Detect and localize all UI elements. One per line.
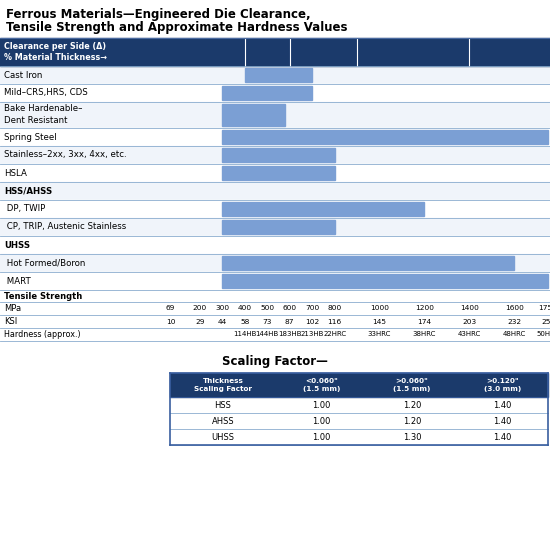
Text: 22HRC: 22HRC <box>323 332 346 338</box>
Text: 700: 700 <box>305 305 320 311</box>
Text: 1.00: 1.00 <box>312 401 331 409</box>
Bar <box>222 256 514 270</box>
Text: 43HRC: 43HRC <box>458 332 481 338</box>
Text: 73: 73 <box>262 318 272 325</box>
Text: Hot Formed/Boron: Hot Formed/Boron <box>4 258 85 267</box>
Text: MART: MART <box>4 277 31 285</box>
Text: 1600: 1600 <box>505 305 524 311</box>
Text: Clearance per Side (Δ)
% Material Thickness→: Clearance per Side (Δ) % Material Thickn… <box>4 41 107 62</box>
Bar <box>222 274 548 288</box>
Text: 44: 44 <box>218 318 227 325</box>
Text: Tensile Strength and Approximate Hardness Values: Tensile Strength and Approximate Hardnes… <box>6 21 348 34</box>
Text: 114HB: 114HB <box>233 332 256 338</box>
Text: Tensile Strength: Tensile Strength <box>4 292 82 301</box>
Text: Spring Steel: Spring Steel <box>4 132 57 142</box>
Bar <box>0 146 550 164</box>
Text: 33HRC: 33HRC <box>368 332 391 338</box>
Text: 1400: 1400 <box>460 305 479 311</box>
Text: 1.00: 1.00 <box>312 433 331 441</box>
Bar <box>0 254 550 272</box>
Text: 145: 145 <box>372 318 387 325</box>
Text: Hardness (approx.): Hardness (approx.) <box>4 330 81 339</box>
Bar <box>245 68 312 82</box>
Bar <box>222 130 548 144</box>
Text: DP, TWIP: DP, TWIP <box>4 204 45 213</box>
Text: 69: 69 <box>166 305 175 311</box>
Bar <box>222 220 334 234</box>
Bar <box>0 272 550 290</box>
Bar <box>0 66 550 84</box>
Text: 87: 87 <box>285 318 294 325</box>
Text: Stainless–2xx, 3xx, 4xx, etc.: Stainless–2xx, 3xx, 4xx, etc. <box>4 150 126 159</box>
Text: 1000: 1000 <box>370 305 389 311</box>
Text: Thickness
Scaling Factor: Thickness Scaling Factor <box>194 378 252 392</box>
Text: CP, TRIP, Austenic Stainless: CP, TRIP, Austenic Stainless <box>4 223 126 231</box>
Text: 10: 10 <box>166 318 175 325</box>
Bar <box>222 166 334 180</box>
Text: 1.00: 1.00 <box>312 417 331 425</box>
Text: 800: 800 <box>328 305 342 311</box>
Text: 1.40: 1.40 <box>493 401 512 409</box>
Bar <box>222 104 285 126</box>
Text: 255: 255 <box>541 318 550 325</box>
Text: Mild–CRS,HRS, CDS: Mild–CRS,HRS, CDS <box>4 89 88 98</box>
Text: 116: 116 <box>328 318 342 325</box>
Text: 600: 600 <box>283 305 297 311</box>
Bar <box>0 38 550 66</box>
Text: HSS: HSS <box>214 401 232 409</box>
Text: MPa: MPa <box>4 304 21 313</box>
Text: 48HRC: 48HRC <box>503 332 526 338</box>
Bar <box>222 202 425 216</box>
Text: 1750: 1750 <box>538 305 550 311</box>
Text: 50HRC: 50HRC <box>536 332 550 338</box>
Bar <box>170 373 548 397</box>
Text: UHSS: UHSS <box>211 433 234 441</box>
Text: 1.30: 1.30 <box>403 433 421 441</box>
Text: 1.20: 1.20 <box>403 401 421 409</box>
Bar <box>222 148 334 162</box>
Text: 38HRC: 38HRC <box>413 332 436 338</box>
Text: 1200: 1200 <box>415 305 434 311</box>
Bar <box>0 200 550 218</box>
Text: 300: 300 <box>215 305 229 311</box>
Text: <0.060"
(1.5 mm): <0.060" (1.5 mm) <box>302 378 340 392</box>
Text: Scaling Factor—: Scaling Factor— <box>222 355 328 368</box>
Text: Cast Iron: Cast Iron <box>4 71 42 79</box>
Text: Dent Resistant: Dent Resistant <box>4 116 68 125</box>
Text: 183HB: 183HB <box>278 332 301 338</box>
Text: >0.120"
(3.0 mm): >0.120" (3.0 mm) <box>484 378 521 392</box>
Text: 58: 58 <box>240 318 250 325</box>
Bar <box>0 218 550 236</box>
Text: HSLA: HSLA <box>4 169 27 177</box>
Text: 1.20: 1.20 <box>403 417 421 425</box>
Text: 213HB: 213HB <box>300 332 324 338</box>
Bar <box>0 102 550 128</box>
Bar <box>0 84 550 102</box>
Bar <box>0 236 550 254</box>
Bar <box>0 182 550 200</box>
Text: 232: 232 <box>507 318 521 325</box>
Text: UHSS: UHSS <box>4 240 30 250</box>
Text: 144HB: 144HB <box>256 332 279 338</box>
Text: Bake Hardenable–: Bake Hardenable– <box>4 104 82 113</box>
Text: 203: 203 <box>463 318 476 325</box>
Bar <box>222 86 312 100</box>
Text: HSS/AHSS: HSS/AHSS <box>4 186 52 196</box>
Text: 1.40: 1.40 <box>493 417 512 425</box>
Text: 29: 29 <box>195 318 205 325</box>
Bar <box>0 164 550 182</box>
Text: 174: 174 <box>417 318 432 325</box>
Text: 102: 102 <box>305 318 320 325</box>
Text: 400: 400 <box>238 305 252 311</box>
Text: Ferrous Materials—Engineered Die Clearance,: Ferrous Materials—Engineered Die Clearan… <box>6 8 311 21</box>
Text: >0.060"
(1.5 mm): >0.060" (1.5 mm) <box>393 378 431 392</box>
Text: 1.40: 1.40 <box>493 433 512 441</box>
Text: 500: 500 <box>260 305 274 311</box>
Text: KSI: KSI <box>4 317 17 326</box>
Text: 200: 200 <box>193 305 207 311</box>
Text: AHSS: AHSS <box>212 417 234 425</box>
Bar <box>0 128 550 146</box>
